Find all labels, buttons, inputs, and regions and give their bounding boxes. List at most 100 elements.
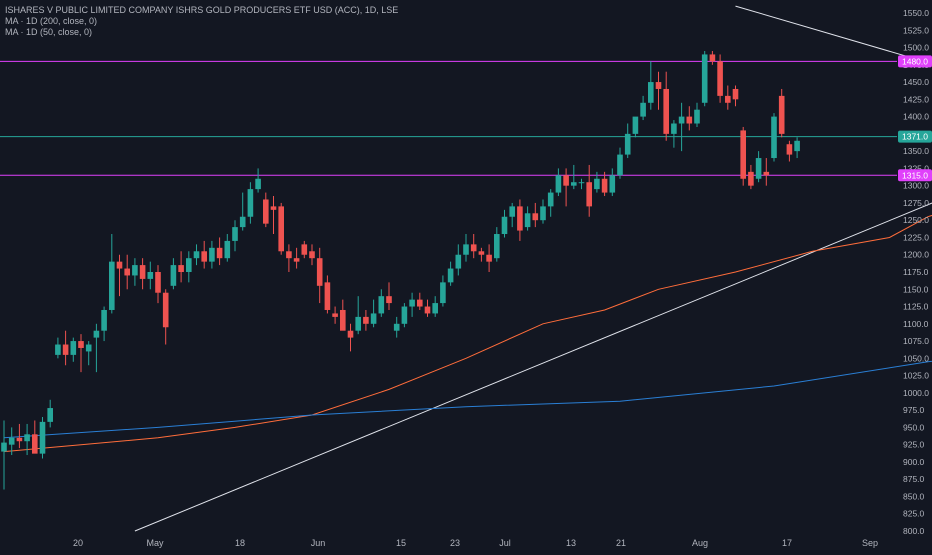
candle [771,113,777,161]
candle-body [263,199,269,223]
candle-body [625,134,631,155]
candle-body [1,443,7,452]
x-tick-label: 18 [235,538,245,548]
candle-body [594,179,600,189]
candle-body [733,89,739,99]
candle [278,203,284,255]
candle-body [47,408,53,422]
candle-body [71,341,77,355]
candle-body [355,317,361,331]
candle-body [586,182,592,206]
y-tick-label: 1025.0 [903,371,929,381]
candle-body [671,124,677,134]
candle-body [124,269,130,276]
candle-body [379,296,385,313]
candle-body [748,172,754,186]
y-tick-label: 875.0 [903,474,925,484]
candle-body [409,300,415,307]
candle-body [63,345,69,355]
candle-body [579,182,585,183]
candle-body [340,310,346,331]
candle-body [771,117,777,158]
candle-body [440,282,446,303]
candle-body [509,206,515,216]
y-tick-label: 1250.0 [903,215,929,225]
candle-body [24,434,30,441]
y-tick-label: 1425.0 [903,94,929,104]
candle-body [448,269,454,283]
candle-body [648,82,654,103]
candle-body [309,251,315,258]
candle-body [40,422,46,454]
candle-body [687,117,693,124]
candle-body [679,117,685,124]
candle-body [779,96,785,134]
y-tick-label: 1525.0 [903,25,929,35]
candle-body [294,258,300,261]
y-tick-label: 1350.0 [903,146,929,156]
candle-body [463,244,469,254]
candle-body [201,251,207,261]
candle-body [425,307,431,314]
y-tick-label: 1000.0 [903,388,929,398]
y-tick-label: 850.0 [903,491,925,501]
candle-body [140,265,146,279]
candle-body [94,331,100,338]
x-tick-label: 17 [782,538,792,548]
y-tick-label: 1550.0 [903,8,929,18]
candle-body [271,206,277,209]
candle-body [371,313,377,323]
candle [40,417,46,458]
candle-body [225,241,231,258]
candle-body [702,54,708,102]
candle-body [217,248,223,258]
y-tick-label: 1500.0 [903,43,929,53]
candle-body [402,307,408,324]
candle-body [563,175,569,185]
candle-body [363,317,369,324]
candle [702,51,708,106]
candle-body [186,258,192,272]
x-tick-label: Jun [311,538,326,548]
ma50-legend: MA · 1D (50, close, 0) [5,27,398,38]
candle-body [32,434,38,453]
candle-body [694,110,700,124]
candle-body [710,54,716,61]
x-tick-label: 20 [73,538,83,548]
candle-body [640,103,646,117]
y-tick-label: 1175.0 [903,267,929,277]
candle-body [663,89,669,134]
candle-body [278,206,284,251]
candle-body [471,244,477,251]
candle-body [556,175,562,192]
price-level-label: 1371.0 [902,132,928,142]
y-tick-label: 1100.0 [903,319,929,329]
candle-body [725,96,731,103]
y-tick-label: 1125.0 [903,302,929,312]
candle-body [417,300,423,307]
y-tick-label: 1400.0 [903,112,929,122]
y-tick-label: 1075.0 [903,336,929,346]
candle-body [317,258,323,286]
candle-body [756,158,762,179]
candle-body [394,324,400,331]
candle-body [432,303,438,313]
candle-body [456,255,462,269]
candle-body [78,341,84,348]
candle-body [533,213,539,220]
y-tick-label: 1050.0 [903,353,929,363]
y-tick-label: 1275.0 [903,198,929,208]
candle-body [633,117,639,134]
candle-body [486,255,492,262]
y-tick-label: 825.0 [903,509,925,519]
y-tick-label: 1300.0 [903,181,929,191]
candle-body [787,144,793,154]
y-tick-label: 1200.0 [903,250,929,260]
candle-body [610,175,616,192]
candle-body [178,265,184,272]
candle-body [325,282,331,310]
x-tick-label: 23 [450,538,460,548]
candle-body [502,217,508,234]
